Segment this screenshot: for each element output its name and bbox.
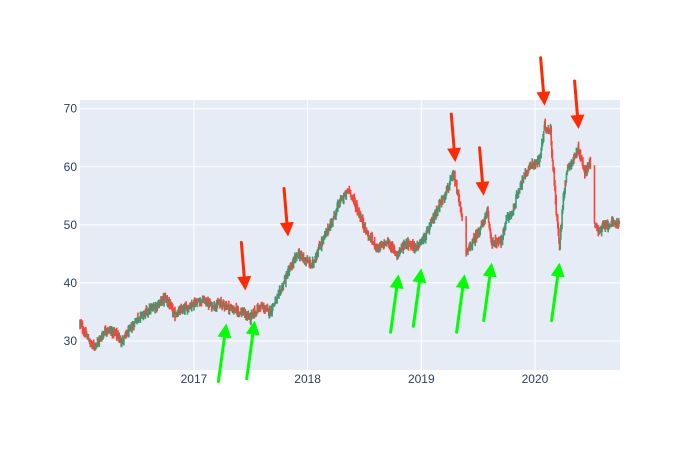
y-tick-label: 60 xyxy=(64,160,78,174)
y-tick-label: 30 xyxy=(64,334,78,348)
buy-arrow-icon xyxy=(550,262,565,323)
buy-arrow-icon xyxy=(216,323,232,384)
signal-arrows xyxy=(216,56,585,384)
y-tick-label: 50 xyxy=(64,218,78,232)
sell-arrow-icon xyxy=(570,79,585,130)
sell-arrow-icon xyxy=(447,112,462,163)
x-tick-label: 2020 xyxy=(522,372,549,386)
buy-arrow-icon xyxy=(245,320,260,381)
buy-arrow-icon xyxy=(455,274,470,334)
buy-arrow-icon xyxy=(482,262,497,323)
buy-arrow-icon xyxy=(411,268,427,328)
y-tick-label: 70 xyxy=(64,102,78,116)
sell-arrow-icon xyxy=(475,146,490,196)
x-tick-label: 2018 xyxy=(294,372,321,386)
grid-lines xyxy=(80,100,620,370)
plot-area xyxy=(80,100,620,370)
sell-arrow-icon xyxy=(536,56,551,106)
x-tick-label: 2019 xyxy=(408,372,435,386)
y-tick-label: 40 xyxy=(64,276,78,290)
axis-tick-labels: 30 40 50 60 70 2017 2018 2019 2020 xyxy=(64,102,549,386)
buy-arrow-icon xyxy=(389,274,404,334)
candlestick-series xyxy=(79,118,621,351)
sell-arrow-icon xyxy=(237,240,252,291)
sell-arrow-icon xyxy=(279,186,294,237)
x-tick-label: 2017 xyxy=(181,372,208,386)
